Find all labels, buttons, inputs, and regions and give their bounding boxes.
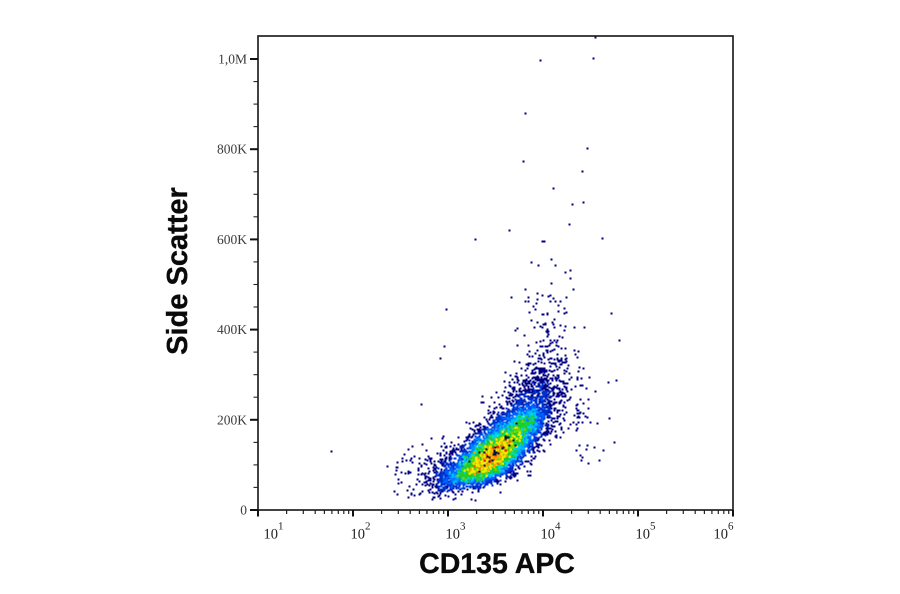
svg-text:5: 5 [650, 521, 656, 533]
svg-text:800K: 800K [217, 142, 247, 157]
svg-text:600K: 600K [217, 232, 247, 247]
svg-text:400K: 400K [217, 322, 247, 337]
svg-text:10: 10 [264, 527, 279, 543]
svg-text:1: 1 [278, 521, 284, 533]
svg-text:CD135 APC: CD135 APC [419, 548, 575, 580]
svg-text:0: 0 [240, 503, 247, 518]
svg-text:10: 10 [351, 527, 366, 543]
svg-text:10: 10 [541, 527, 556, 543]
svg-text:Side Scatter: Side Scatter [162, 187, 194, 355]
svg-text:1,0M: 1,0M [218, 52, 247, 67]
svg-text:200K: 200K [217, 412, 247, 427]
svg-text:10: 10 [636, 527, 651, 543]
svg-text:4: 4 [555, 521, 561, 533]
svg-text:6: 6 [728, 521, 734, 533]
svg-text:2: 2 [365, 521, 371, 533]
svg-text:10: 10 [714, 527, 729, 543]
svg-text:10: 10 [446, 527, 461, 543]
svg-text:3: 3 [460, 521, 466, 533]
